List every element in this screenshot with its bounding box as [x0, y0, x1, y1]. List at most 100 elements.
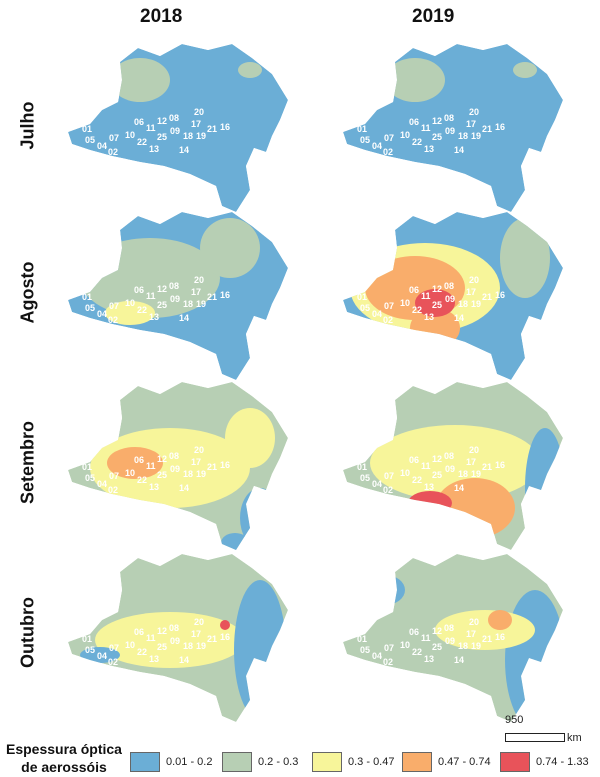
region-label: 06: [134, 627, 144, 637]
region-label: 01: [82, 634, 92, 644]
region-label: 01: [82, 124, 92, 134]
region-label: 09: [445, 464, 455, 474]
region-label: 22: [137, 647, 147, 657]
map-panel-julho-2018: 01 05 04 02 07 10 06 11 12 08 22 25 09 13 20 17 18 19 21 16…: [60, 40, 300, 215]
region-label: 09: [170, 636, 180, 646]
region-label: 21: [207, 634, 217, 644]
region-label: 08: [169, 623, 179, 633]
region-label: 18: [458, 641, 468, 651]
aod-zone: [95, 612, 245, 668]
region-label: 18: [458, 299, 468, 309]
region-label: 25: [432, 642, 442, 652]
region-label: 12: [157, 626, 167, 636]
region-label: 20: [469, 107, 479, 117]
region-label: 21: [207, 292, 217, 302]
region-label: 17: [466, 629, 476, 639]
region-label: 13: [149, 312, 159, 322]
region-label: 17: [466, 119, 476, 129]
region-label: 08: [444, 451, 454, 461]
region-label: 20: [194, 617, 204, 627]
aod-zone: [225, 408, 275, 468]
legend-item: 0.2 - 0.3: [222, 752, 298, 772]
region-label: 14: [454, 145, 464, 155]
region-label: 20: [469, 275, 479, 285]
legend-item: 0.74 - 1.33: [500, 752, 589, 772]
region-label: 09: [445, 294, 455, 304]
region-label: 09: [170, 464, 180, 474]
region-label: 01: [82, 462, 92, 472]
region-label: 13: [149, 482, 159, 492]
region-label: 11: [421, 291, 431, 301]
region-label: 17: [466, 457, 476, 467]
region-label: 04: [97, 651, 107, 661]
aod-zone: [105, 301, 155, 325]
region-label: 04: [372, 479, 382, 489]
region-label: 22: [137, 475, 147, 485]
region-label: 18: [458, 469, 468, 479]
region-label: 10: [125, 130, 135, 140]
region-label: 17: [191, 629, 201, 639]
region-label: 16: [220, 290, 230, 300]
region-label: 20: [194, 445, 204, 455]
legend-label: 0.47 - 0.74: [438, 756, 491, 768]
scale-bar: [505, 733, 565, 742]
region-label: 13: [424, 144, 434, 154]
aod-zone: [525, 428, 563, 548]
region-label: 19: [471, 469, 481, 479]
region-label: 21: [482, 292, 492, 302]
aod-zone: [238, 62, 262, 78]
region-label: 02: [383, 657, 393, 667]
region-label: 07: [109, 643, 119, 653]
region-label: 01: [357, 292, 367, 302]
aod-zone: [408, 491, 452, 515]
region-label: 16: [495, 632, 505, 642]
region-label: 02: [108, 657, 118, 667]
region-label: 04: [372, 651, 382, 661]
row-header-outubro: Outubro: [17, 597, 38, 668]
legend-item: 0.47 - 0.74: [402, 752, 491, 772]
region-label: 06: [134, 285, 144, 295]
region-label: 07: [384, 643, 394, 653]
region-label: 13: [424, 312, 434, 322]
region-label: 22: [137, 137, 147, 147]
region-label: 14: [454, 655, 464, 665]
aod-zone: [110, 58, 170, 102]
region-label: 06: [409, 285, 419, 295]
row-header-agosto: Agosto: [17, 261, 38, 324]
region-label: 10: [125, 468, 135, 478]
region-label: 11: [146, 633, 156, 643]
legend-swatch: [312, 752, 342, 772]
region-label: 17: [466, 287, 476, 297]
column-header-2019: 2019: [412, 6, 455, 27]
region-label: 05: [85, 473, 95, 483]
region-label: 11: [421, 633, 431, 643]
region-label: 25: [432, 470, 442, 480]
region-label: 04: [372, 309, 382, 319]
region-label: 19: [196, 469, 206, 479]
region-label: 19: [196, 299, 206, 309]
row-header-setembro: Setembro: [17, 420, 38, 505]
region-label: 01: [82, 292, 92, 302]
region-label: 09: [445, 636, 455, 646]
region-label: 22: [412, 647, 422, 657]
region-label: 11: [146, 291, 156, 301]
aod-zone: [435, 478, 515, 538]
map-panel-outubro-2019: 01 05 04 02 07 10 06 11 12 08 22 25 09 13 20 17 18 19 21 16…: [335, 550, 575, 725]
region-label: 22: [412, 137, 422, 147]
region-label: 14: [179, 483, 189, 493]
map-panel-agosto-2018: 01 05 04 02 07 10 06 11 12 08 22 25 09 13 20 17 18 19 21 16…: [60, 208, 300, 383]
region-label: 21: [482, 634, 492, 644]
region-label: 16: [495, 122, 505, 132]
region-label: 17: [191, 457, 201, 467]
region-label: 10: [125, 640, 135, 650]
region-label: 09: [170, 294, 180, 304]
region-label: 04: [97, 309, 107, 319]
region-label: 05: [85, 135, 95, 145]
region-label: 02: [383, 315, 393, 325]
legend-label: 0.3 - 0.47: [348, 756, 395, 768]
region-label: 08: [444, 281, 454, 291]
region-label: 04: [97, 479, 107, 489]
region-label: 06: [409, 627, 419, 637]
region-label: 19: [471, 641, 481, 651]
region-label: 10: [125, 298, 135, 308]
